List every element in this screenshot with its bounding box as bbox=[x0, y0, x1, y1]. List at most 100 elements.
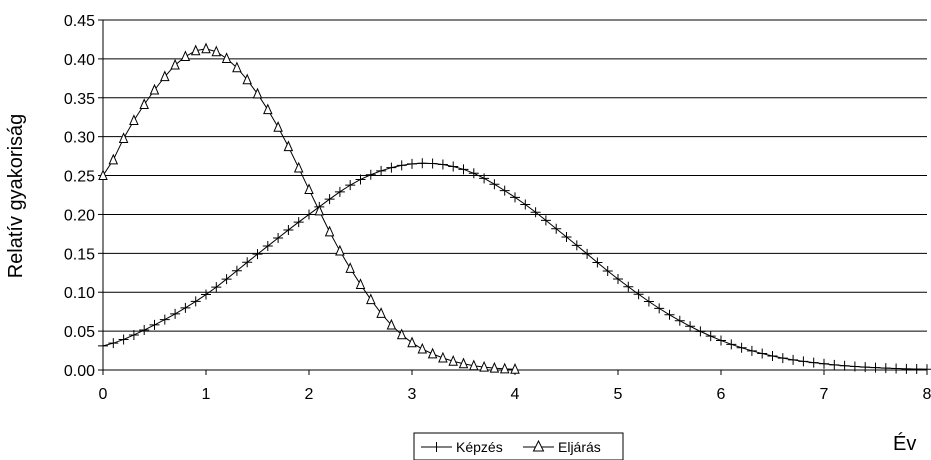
y-tick-label: 0.15 bbox=[64, 246, 95, 263]
data-point bbox=[108, 153, 119, 165]
data-point bbox=[407, 158, 417, 169]
data-point bbox=[376, 307, 386, 318]
x-tick-label: 3 bbox=[408, 386, 417, 403]
data-point bbox=[427, 158, 438, 169]
data-point bbox=[726, 339, 737, 350]
data-point bbox=[118, 132, 129, 143]
data-point bbox=[190, 296, 201, 307]
x-tick-label: 6 bbox=[717, 386, 726, 403]
data-point bbox=[448, 161, 459, 172]
data-point bbox=[263, 103, 273, 115]
x-tick-label: 0 bbox=[99, 386, 108, 403]
data-point bbox=[438, 351, 448, 363]
data-point bbox=[849, 361, 860, 372]
data-point bbox=[149, 319, 160, 330]
data-point bbox=[407, 336, 417, 348]
x-tick-label: 2 bbox=[305, 386, 314, 403]
data-point bbox=[777, 353, 788, 364]
data-point bbox=[499, 185, 510, 196]
data-point bbox=[798, 356, 809, 367]
data-point bbox=[160, 70, 170, 82]
y-tick-label: 0.20 bbox=[64, 207, 95, 224]
x-tick-label: 8 bbox=[923, 386, 931, 403]
data-point bbox=[489, 361, 500, 373]
data-point bbox=[376, 165, 387, 176]
data-point bbox=[211, 282, 222, 293]
x-axis-label: Év bbox=[893, 432, 916, 455]
x-tick-label: 5 bbox=[614, 386, 623, 403]
data-point bbox=[674, 315, 685, 326]
data-point bbox=[129, 114, 139, 125]
data-point bbox=[304, 209, 314, 220]
data-point bbox=[180, 50, 191, 62]
data-point bbox=[118, 334, 129, 345]
data-point bbox=[561, 232, 572, 242]
data-point bbox=[911, 364, 922, 375]
data-point bbox=[592, 257, 603, 268]
data-point bbox=[510, 362, 520, 374]
axes: 0.00 0.05 0.10 0.15 0.20 0.25 0.30 0.35 0.40 0.45… bbox=[64, 13, 931, 403]
y-tick-label: 0.00 bbox=[64, 363, 95, 380]
data-point bbox=[314, 204, 325, 216]
data-point bbox=[736, 342, 747, 353]
data-point bbox=[232, 61, 242, 73]
data-point bbox=[396, 160, 407, 171]
data-point bbox=[839, 360, 850, 371]
data-point bbox=[458, 164, 469, 175]
data-point bbox=[860, 362, 871, 373]
data-point bbox=[808, 357, 819, 368]
data-point bbox=[685, 321, 696, 332]
data-point bbox=[180, 302, 191, 313]
data-point bbox=[139, 325, 150, 336]
data-point bbox=[242, 257, 253, 268]
data-point bbox=[355, 278, 366, 289]
data-point bbox=[334, 186, 345, 197]
data-point bbox=[98, 340, 108, 351]
data-point bbox=[510, 192, 520, 203]
y-tick-label: 0.40 bbox=[64, 52, 95, 69]
data-point bbox=[273, 121, 283, 132]
legend-label-kepzes: Képzés bbox=[456, 439, 503, 455]
data-point bbox=[633, 289, 644, 300]
series-0 bbox=[98, 158, 931, 375]
x-tick-label: 4 bbox=[511, 386, 520, 403]
data-point bbox=[396, 328, 407, 340]
y-tick-label: 0.25 bbox=[64, 169, 95, 186]
data-point bbox=[201, 42, 211, 54]
legend-item-eljaras: Eljárás bbox=[523, 439, 601, 455]
data-point bbox=[623, 281, 634, 292]
data-point bbox=[386, 162, 397, 173]
data-point bbox=[571, 240, 582, 251]
data-point bbox=[98, 169, 108, 181]
data-point bbox=[345, 262, 355, 273]
y-tick-label: 0.10 bbox=[64, 285, 95, 302]
data-point bbox=[870, 362, 881, 373]
legend-marker-plus-icon bbox=[431, 442, 442, 452]
data-point bbox=[469, 359, 479, 371]
data-point bbox=[767, 351, 778, 361]
data-point bbox=[283, 140, 294, 152]
data-point bbox=[149, 83, 160, 95]
data-point bbox=[252, 249, 263, 260]
y-axis-label: Relatív gyakoriság bbox=[5, 114, 27, 279]
data-point bbox=[293, 217, 304, 228]
data-point bbox=[283, 224, 294, 235]
series-1 bbox=[98, 42, 520, 374]
data-point bbox=[788, 354, 799, 365]
y-tick-label: 0.35 bbox=[64, 91, 95, 108]
data-point bbox=[448, 354, 458, 366]
data-point bbox=[613, 274, 623, 284]
data-point bbox=[159, 314, 170, 325]
y-tick-label: 0.45 bbox=[64, 13, 95, 30]
data-point bbox=[201, 289, 211, 300]
data-point bbox=[499, 362, 510, 374]
data-point bbox=[643, 296, 654, 307]
data-point bbox=[304, 183, 314, 195]
data-point bbox=[221, 52, 232, 63]
data-point bbox=[108, 338, 119, 349]
legend-item-kepzes: Képzés bbox=[421, 439, 503, 455]
data-point bbox=[922, 364, 931, 375]
data-point bbox=[489, 179, 500, 190]
data-point bbox=[252, 87, 263, 99]
data-point bbox=[417, 342, 428, 354]
